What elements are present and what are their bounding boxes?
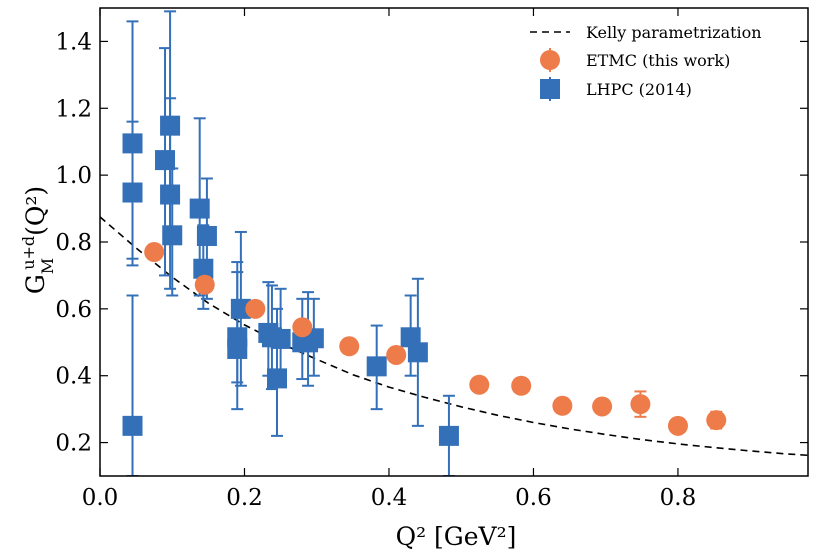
lhpc-point [230, 230, 251, 387]
lhpc-marker [189, 198, 210, 219]
lhpc-point [270, 287, 291, 377]
etmc-marker [339, 336, 360, 357]
lhpc-marker [366, 356, 387, 377]
legend-lhpc-label: LHPC (2014) [586, 80, 692, 99]
axes-ticks: 0.0 0.2 0.4 0.6 0.8 0.2 0.4 0.6 0.8 1.0 1.2 1.4 [55, 8, 808, 511]
etmc-marker [630, 394, 651, 415]
etmc-marker [194, 274, 215, 295]
etmc-marker [144, 242, 165, 263]
legend-etmc-label: ETMC (this work) [586, 51, 730, 70]
lhpc-point [160, 97, 181, 290]
y-axis-title-main: G [21, 274, 50, 294]
etmc-point [339, 336, 360, 357]
lhpc-point [400, 294, 421, 377]
etmc-point [552, 395, 573, 416]
lhpc-point [122, 120, 143, 267]
etmc-marker [552, 395, 573, 416]
lhpc-marker [193, 258, 214, 279]
etmc-marker [292, 317, 313, 338]
lhpc-marker [155, 150, 176, 171]
legend-kelly-label: Kelly parametrization [586, 23, 762, 42]
y-tick-label: 0.6 [55, 297, 92, 323]
etmc-marker [469, 374, 490, 395]
y-tick-label: 0.4 [55, 364, 92, 390]
etmc-marker [667, 415, 688, 436]
etmc-point [630, 390, 651, 418]
etmc-point [706, 410, 727, 431]
lhpc-marker [400, 327, 421, 348]
etmc-point [386, 344, 407, 365]
lhpc-marker [160, 184, 181, 205]
legend-etmc-swatch [540, 50, 560, 70]
lhpc-point [227, 271, 248, 411]
y-tick-label: 1.2 [55, 96, 92, 122]
plot-area [99, 7, 809, 477]
lhpc-marker [162, 225, 183, 246]
y-tick-label: 0.2 [55, 431, 92, 457]
etmc-marker [245, 298, 266, 319]
y-axis-title-tail: (Q²) [21, 186, 50, 236]
etmc-point [469, 374, 490, 395]
lhpc-point [193, 224, 214, 310]
etmc-point [292, 317, 313, 338]
etmc-marker [386, 344, 407, 365]
legend-lhpc-swatch [540, 79, 560, 99]
lhpc-marker [122, 415, 143, 436]
lhpc-marker [438, 425, 459, 446]
lhpc-marker [267, 368, 287, 389]
lhpc-marker [227, 338, 248, 359]
y-axis-title-sub: M [38, 258, 57, 274]
y-tick-label: 1.4 [55, 29, 92, 55]
lhpc-point [438, 394, 459, 476]
kelly-curve [100, 216, 808, 457]
etmc-point [194, 274, 215, 295]
lhpc-point [162, 167, 183, 297]
y-axis-title-sup: u+d [19, 236, 38, 270]
x-axis-title: Q² [GeV²] [396, 522, 517, 551]
etmc-point [144, 242, 165, 263]
etmc-marker [706, 410, 727, 431]
y-tick-label: 0.8 [55, 230, 92, 256]
etmc-point [667, 415, 688, 436]
lhpc-marker [230, 298, 251, 319]
lhpc-point [407, 277, 428, 427]
lhpc-point [366, 324, 387, 411]
lhpc-point [303, 297, 324, 377]
x-tick-label: 0.8 [660, 485, 697, 511]
x-tick-label: 0.4 [371, 485, 408, 511]
etmc-point [592, 396, 613, 417]
lhpc-marker [122, 182, 143, 203]
y-axis-title: GMu+d(Q²) [19, 186, 57, 294]
lhpc-marker [196, 225, 217, 246]
etmc-point [245, 298, 266, 319]
etmc-marker [511, 375, 532, 396]
lhpc-marker [270, 328, 291, 349]
lhpc-marker [407, 342, 428, 363]
lhpc-point [122, 294, 143, 476]
legend: Kelly parametrization ETMC (this work) LHP… [530, 23, 762, 101]
plot-inner [100, 10, 808, 476]
x-tick-label: 0.0 [82, 485, 119, 511]
x-tick-label: 0.2 [226, 485, 263, 511]
etmc-marker [592, 396, 613, 417]
y-tick-label: 1.0 [55, 163, 92, 189]
x-tick-label: 0.6 [515, 485, 552, 511]
etmc-point [511, 375, 532, 396]
